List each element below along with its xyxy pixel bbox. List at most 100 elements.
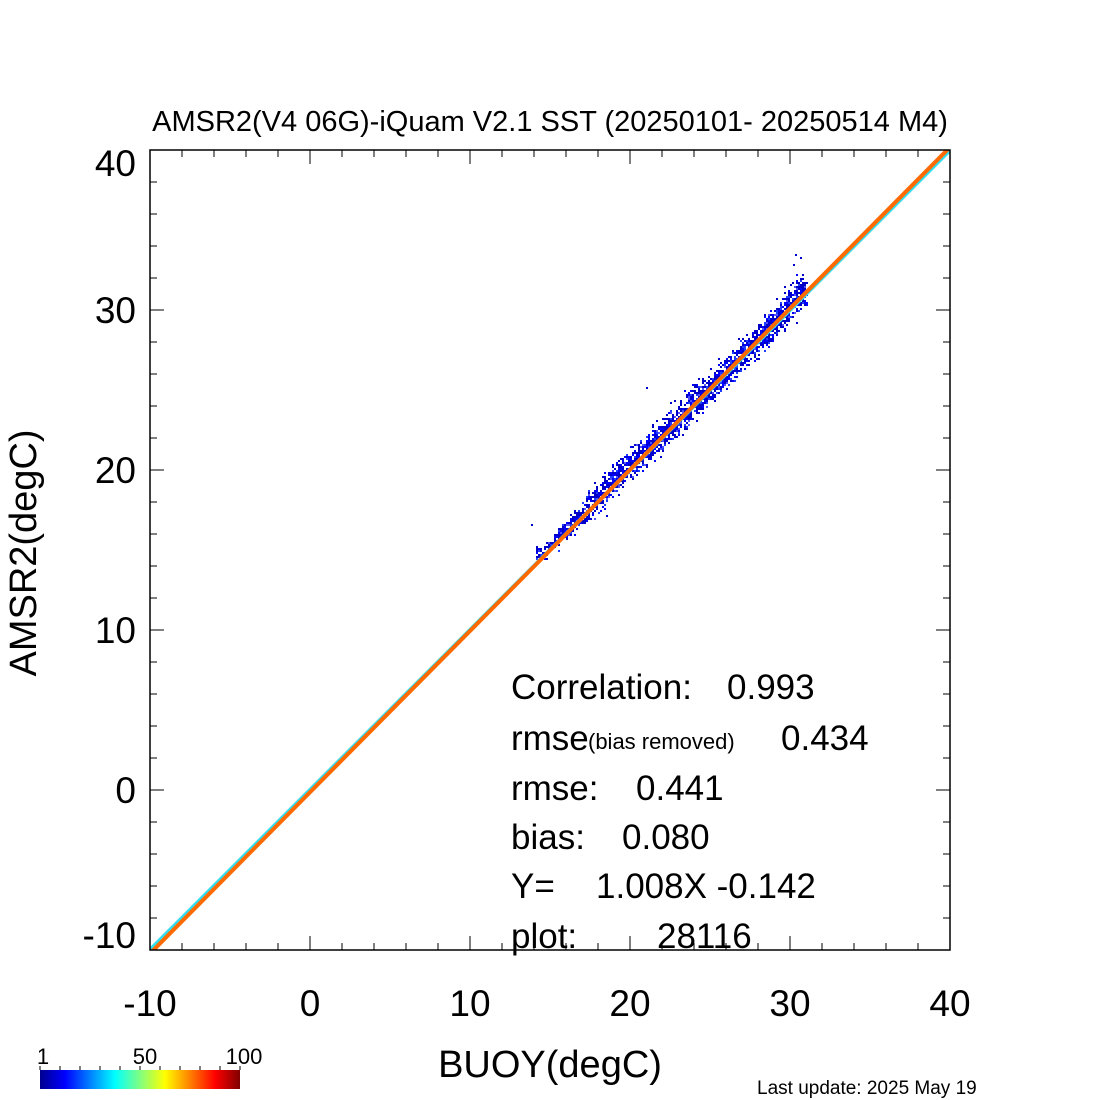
scatter-point	[592, 496, 594, 498]
scatter-point	[620, 458, 622, 460]
scatter-point	[776, 334, 778, 336]
scatter-point	[802, 290, 804, 292]
scatter-point	[714, 388, 716, 390]
scatter-point	[716, 388, 718, 390]
scatter-point	[628, 460, 630, 462]
scatter-point	[748, 364, 750, 366]
scatter-point	[738, 370, 740, 372]
scatter-point	[672, 430, 674, 432]
scatter-point	[602, 486, 604, 488]
scatter-point	[726, 358, 728, 360]
scatter-point	[646, 440, 648, 442]
scatter-point	[766, 340, 768, 342]
scatter-point	[734, 358, 736, 360]
scatter-point	[654, 434, 656, 436]
scatter-point	[784, 320, 786, 322]
scatter-point	[772, 314, 774, 316]
scatter-point	[726, 388, 728, 390]
scatter-point	[612, 476, 614, 478]
scatter-point	[776, 332, 778, 334]
scatter-point	[670, 438, 672, 440]
scatter-point	[640, 452, 642, 454]
scatter-point	[646, 446, 648, 448]
scatter-point	[722, 372, 724, 374]
scatter-point	[764, 328, 766, 330]
scatter-point	[780, 322, 782, 324]
scatter-point	[670, 420, 672, 422]
scatter-point	[734, 368, 736, 370]
scatter-point	[574, 512, 576, 514]
y-tick-labels: -10 0 10 20 30 40	[83, 143, 136, 956]
scatter-point	[758, 358, 760, 360]
scatter-point	[646, 464, 648, 466]
scatter-point	[746, 358, 748, 360]
scatter-point	[790, 292, 792, 294]
scatter-point	[798, 284, 800, 286]
scatter-point	[662, 446, 664, 448]
scatter-point	[678, 430, 680, 432]
scatter-point	[610, 474, 612, 476]
scatter-point	[694, 410, 696, 412]
scatter-point	[706, 402, 708, 404]
scatter-point	[740, 348, 742, 350]
scatter-point	[604, 488, 606, 490]
scatter-point	[758, 328, 760, 330]
scatter-point	[752, 340, 754, 342]
scatter-point	[564, 524, 566, 526]
scatter-point	[538, 548, 540, 550]
colorbar-max-label: 100	[226, 1044, 263, 1069]
scatter-point	[722, 382, 724, 384]
scatter-point	[758, 346, 760, 348]
scatter-point	[778, 310, 780, 312]
scatter-point	[806, 302, 808, 304]
scatter-point	[690, 396, 692, 398]
scatter-point	[784, 286, 786, 288]
scatter-point	[736, 358, 738, 360]
colorbar-ticks	[39, 1066, 241, 1070]
scatter-point	[566, 524, 568, 526]
scatter-point	[756, 346, 758, 348]
scatter-point	[648, 442, 650, 444]
scatter-point	[668, 434, 670, 436]
stat-rmse-label: rmse:	[511, 769, 599, 808]
scatter-point	[634, 472, 636, 474]
scatter-point	[692, 384, 694, 386]
scatter-point	[622, 460, 624, 462]
scatter-point	[636, 474, 638, 476]
stat-bias-label: bias:	[511, 818, 585, 857]
scatter-point	[630, 476, 632, 478]
scatter-point	[696, 420, 698, 422]
scatter-point	[620, 470, 622, 472]
scatter-point	[618, 474, 620, 476]
scatter-point	[744, 346, 746, 348]
scatter-point	[590, 498, 592, 500]
scatter-point	[744, 344, 746, 346]
scatter-point	[662, 430, 664, 432]
scatter-point	[728, 376, 730, 378]
scatter-point	[644, 464, 646, 466]
scatter-point	[680, 410, 682, 412]
stats-block: Correlation: 0.993 rmse (bias removed) 0…	[511, 668, 869, 956]
scatter-point	[652, 438, 654, 440]
scatter-point	[778, 308, 780, 310]
scatter-point	[766, 320, 768, 322]
scatter-point	[784, 292, 786, 294]
scatter-point	[702, 404, 704, 406]
scatter-point	[676, 412, 678, 414]
scatter-point	[606, 486, 608, 488]
scatter-point	[558, 544, 560, 546]
scatter-point	[740, 368, 742, 370]
scatter-point	[792, 294, 794, 296]
scatter-point	[758, 334, 760, 336]
scatter-point	[788, 318, 790, 320]
scatter-point	[554, 538, 556, 540]
scatter-point	[658, 444, 660, 446]
scatter-point	[782, 306, 784, 308]
scatter-point	[740, 346, 742, 348]
scatter-point	[774, 332, 776, 334]
scatter-point	[616, 486, 618, 488]
scatter-point	[702, 386, 704, 388]
scatter-point	[672, 418, 674, 420]
scatter-point	[666, 428, 668, 430]
scatter-point	[666, 426, 668, 428]
